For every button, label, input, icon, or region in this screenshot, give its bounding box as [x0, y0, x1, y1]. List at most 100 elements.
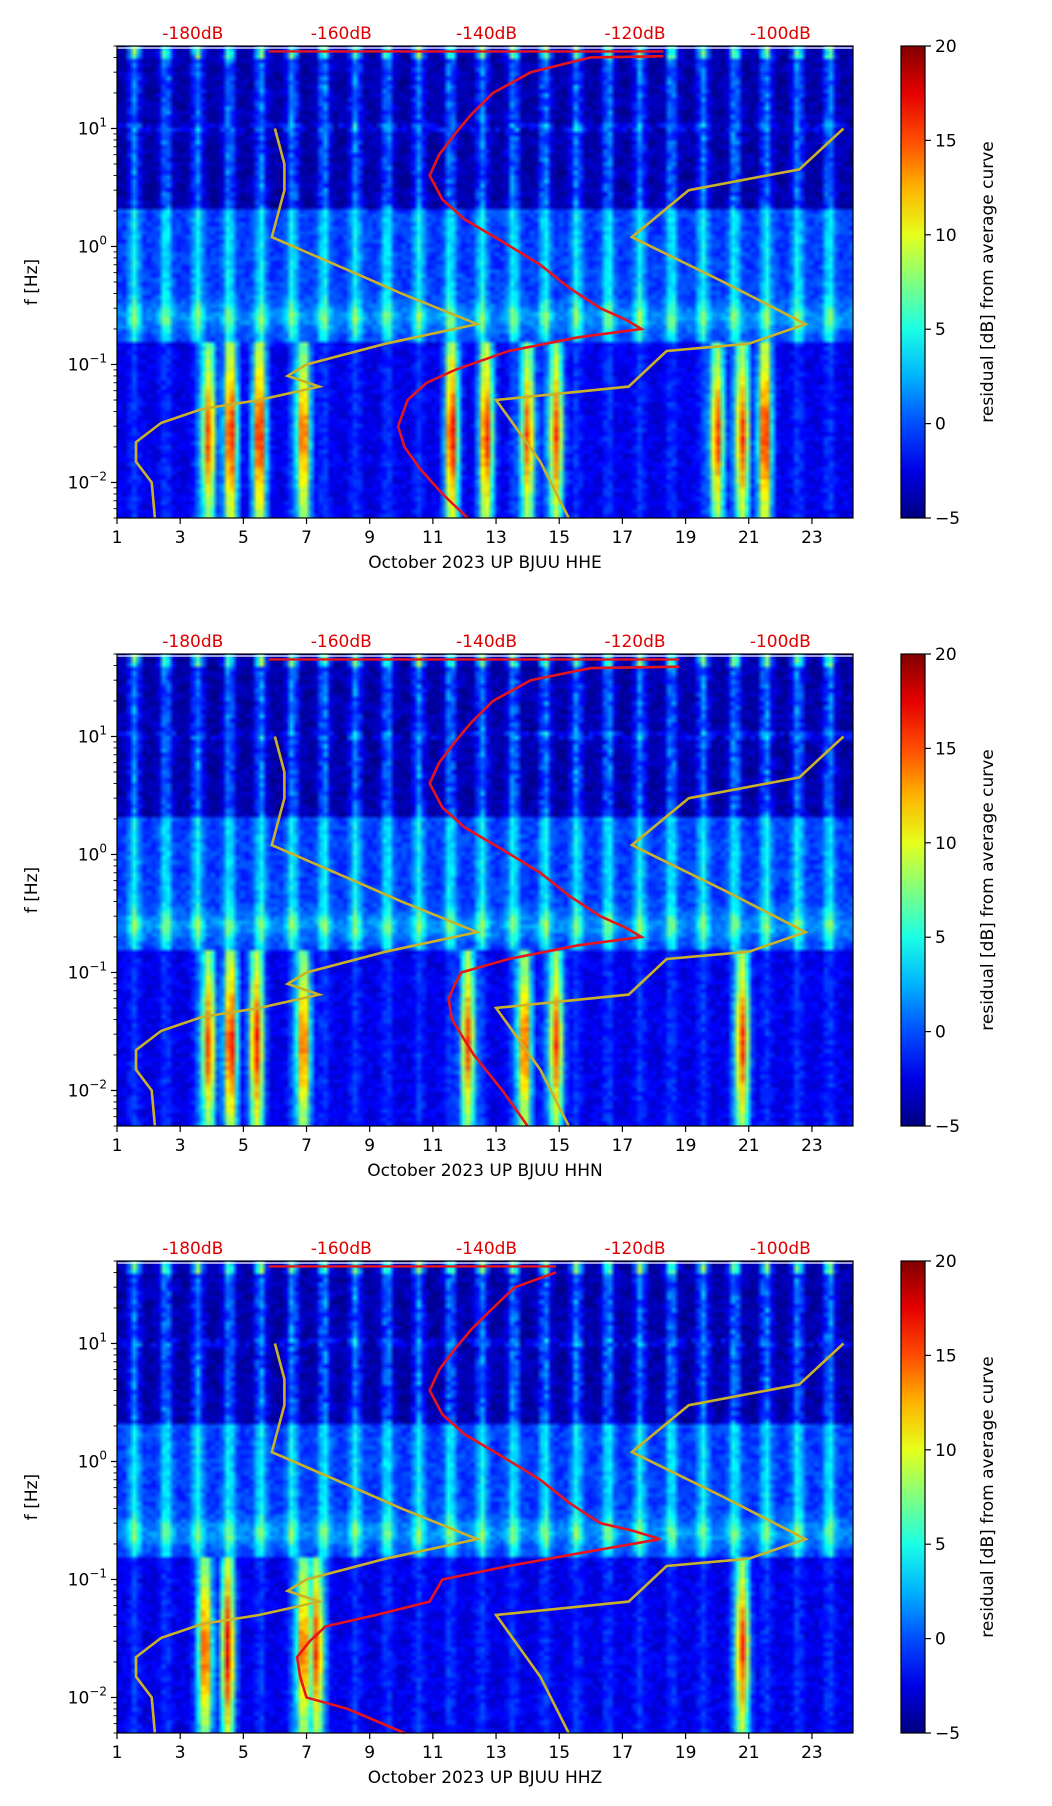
y-tick-label: 101	[78, 115, 107, 139]
y-tick-exponent: 0	[99, 841, 107, 855]
x-tick-label: 3	[175, 528, 186, 548]
x-tick-label: 17	[612, 1743, 634, 1763]
top-db-label: -100dB	[750, 632, 811, 652]
colorbar-tick-label: 0	[935, 415, 946, 435]
y-axis-title: f [Hz]	[22, 259, 42, 305]
high-noise-model-curve	[493, 1342, 845, 1734]
x-tick-label: 9	[364, 1743, 375, 1763]
colorbar-tick-label: 20	[935, 37, 957, 57]
x-tick-label: 11	[422, 1136, 444, 1156]
x-tick-label: 19	[675, 1136, 697, 1156]
y-tick-exponent: 1	[99, 1330, 107, 1344]
y-tick-exponent: −1	[89, 351, 107, 365]
y-axis-title: f [Hz]	[22, 867, 42, 913]
y-tick-base: 10	[68, 963, 90, 983]
colorbar-tick-label: 15	[935, 1346, 957, 1366]
panel-hhn: 1 3 5 7 9 11 13 15 17 19 21 2310−210−1100101October…	[22, 632, 998, 1181]
x-tick-label: 19	[675, 1743, 697, 1763]
top-db-label: -100dB	[750, 24, 811, 44]
x-tick-label: 21	[738, 1743, 760, 1763]
colorbar-frame	[900, 45, 926, 519]
x-tick-label: 1	[112, 1136, 123, 1156]
y-tick-base: 10	[78, 845, 100, 865]
x-tick-label: 17	[612, 1136, 634, 1156]
y-tick-label: 10−1	[68, 1566, 107, 1590]
colorbar-tick-label: 10	[935, 226, 957, 246]
colorbar	[901, 46, 925, 518]
y-tick-base: 10	[78, 237, 100, 257]
top-db-label: -140dB	[456, 1239, 517, 1259]
x-tick-label: 5	[238, 1136, 249, 1156]
y-tick-label: 10−2	[68, 1077, 107, 1101]
high-noise-model-curve	[493, 735, 845, 1127]
y-tick-label: 10−1	[68, 351, 107, 375]
x-tick-label: 1	[112, 528, 123, 548]
y-tick-exponent: −2	[89, 1077, 107, 1091]
x-axis-title: October 2023 UP BJUU HHZ	[368, 1768, 602, 1788]
y-tick-base: 10	[68, 355, 90, 375]
x-tick-label: 23	[801, 528, 823, 548]
y-tick-exponent: −1	[89, 1566, 107, 1580]
y-tick-label: 100	[78, 841, 107, 865]
x-tick-label: 7	[301, 1743, 312, 1763]
high-noise-model-curve	[493, 127, 845, 519]
low-noise-model-curve	[134, 128, 482, 519]
x-tick-label: 9	[364, 528, 375, 548]
colorbar-tick-label: 15	[935, 131, 957, 151]
top-db-label: -160dB	[311, 24, 372, 44]
colorbar-tick-label: 5	[935, 928, 946, 948]
y-tick-label: 10−1	[68, 959, 107, 983]
colorbar-tick-label: 0	[935, 1023, 946, 1043]
colorbar-tick-label: −5	[935, 1117, 960, 1137]
x-tick-label: 21	[738, 528, 760, 548]
y-tick-base: 10	[78, 1334, 100, 1354]
y-tick-base: 10	[68, 1570, 90, 1590]
x-axis-title: October 2023 UP BJUU HHN	[367, 1161, 602, 1181]
y-tick-base: 10	[78, 1452, 100, 1472]
y-tick-exponent: −1	[89, 959, 107, 973]
spectrogram-image	[117, 46, 853, 518]
colorbar-tick-label: 10	[935, 834, 957, 854]
top-db-label: -120dB	[605, 632, 666, 652]
top-db-label: -100dB	[750, 1239, 811, 1259]
top-db-label: -140dB	[456, 24, 517, 44]
top-db-label: -160dB	[311, 632, 372, 652]
top-db-label: -180dB	[162, 632, 223, 652]
colorbar-tick-label: −5	[935, 1724, 960, 1744]
colorbar-tick-label: 15	[935, 739, 957, 759]
x-tick-label: 5	[238, 528, 249, 548]
x-tick-label: 3	[175, 1743, 186, 1763]
colorbar-tick-label: 10	[935, 1441, 957, 1461]
x-tick-label: 15	[548, 1743, 570, 1763]
y-tick-label: 101	[78, 723, 107, 747]
top-db-label: -180dB	[162, 1239, 223, 1259]
y-tick-label: 10−2	[68, 469, 107, 493]
colorbar-tick-label: 5	[935, 320, 946, 340]
x-tick-label: 3	[175, 1136, 186, 1156]
panel-hhe: 1 3 5 7 9 11 13 15 17 19 21 2310−210−1100101October…	[22, 24, 998, 573]
y-tick-exponent: 1	[99, 115, 107, 129]
y-tick-base: 10	[78, 727, 100, 747]
average-psd-curve	[396, 54, 664, 519]
top-db-label: -180dB	[162, 24, 223, 44]
panel-hhz: 1 3 5 7 9 11 13 15 17 19 21 2310−210−1100101October…	[22, 1239, 998, 1788]
y-tick-label: 101	[78, 1330, 107, 1354]
x-axis-title: October 2023 UP BJUU HHE	[368, 553, 601, 573]
x-tick-label: 19	[675, 528, 697, 548]
y-tick-base: 10	[68, 1688, 90, 1708]
top-db-label: -120dB	[605, 24, 666, 44]
spectrogram-image	[117, 1261, 853, 1733]
colorbar-frame	[900, 1260, 926, 1734]
colorbar-tick-label: 5	[935, 1535, 946, 1555]
spectrogram-image	[117, 654, 853, 1126]
x-tick-label: 5	[238, 1743, 249, 1763]
y-tick-label: 10−2	[68, 1684, 107, 1708]
y-tick-exponent: 0	[99, 1448, 107, 1462]
x-tick-label: 9	[364, 1136, 375, 1156]
colorbar-tick-label: −5	[935, 509, 960, 529]
low-noise-model-curve	[134, 736, 482, 1127]
average-psd-curve	[428, 665, 680, 1127]
average-psd-curve	[295, 1271, 661, 1735]
x-tick-label: 23	[801, 1743, 823, 1763]
colorbar-title: residual [dB] from average curve	[978, 1356, 998, 1637]
